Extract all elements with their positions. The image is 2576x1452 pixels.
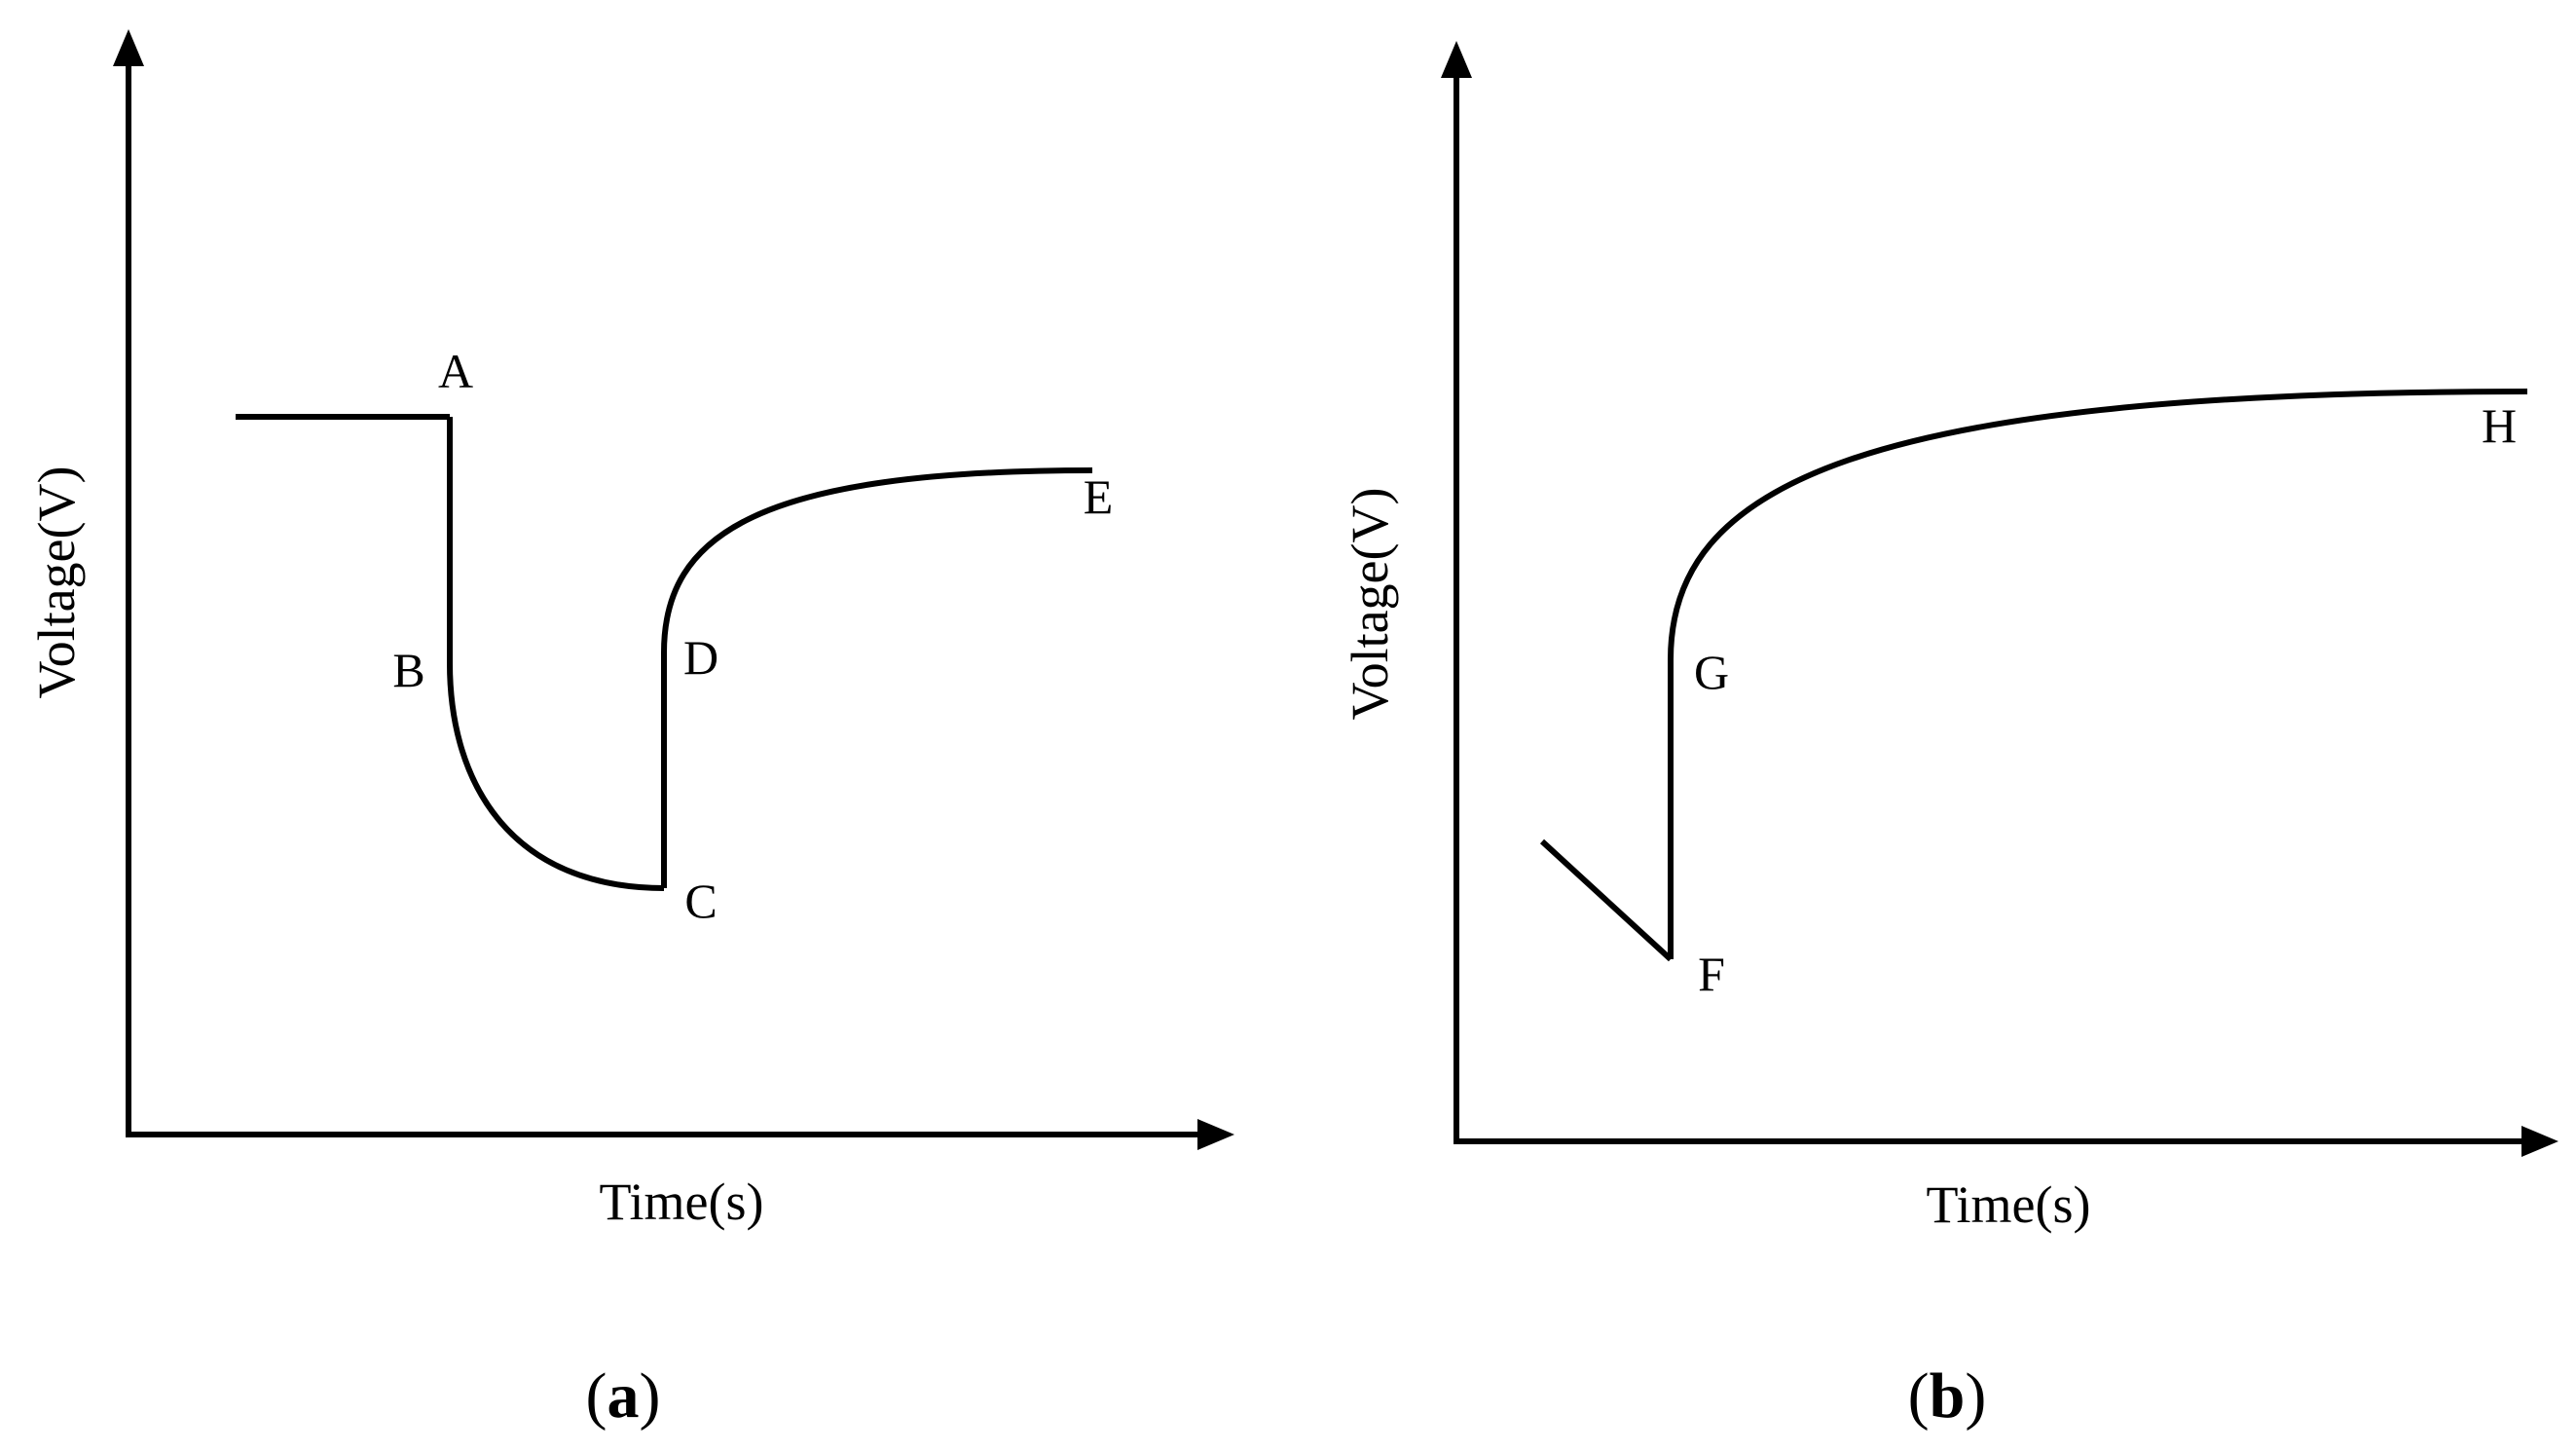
panel-a-plot-area: A B C D E: [236, 344, 1113, 928]
panel-a-point-label-e: E: [1084, 469, 1114, 524]
panel-b-y-axis-arrow: [1441, 41, 1472, 78]
panel-b-point-label-g: G: [1694, 645, 1729, 699]
panel-a-point-label-a: A: [438, 344, 473, 398]
panel-b-curve-segment-1: [1539, 838, 1674, 962]
panel-a-label: (a): [586, 1360, 661, 1432]
panel-a-curve-segment-5: [661, 467, 1093, 653]
panel-a: A B C D E Time(s) Voltage(V) (a): [27, 29, 1234, 1432]
panel-a-point-label-c: C: [684, 874, 717, 928]
panel-a-y-axis-arrow: [113, 29, 144, 66]
panel-b-curve-segment-3: [1668, 389, 2528, 660]
panel-a-point-label-d: D: [683, 630, 718, 685]
panel-b-y-axis-label: Voltage(V): [1341, 488, 1399, 721]
panel-a-x-axis-label: Time(s): [599, 1173, 763, 1231]
panel-b-x-axis-arrow: [2521, 1126, 2558, 1157]
panel-a-x-axis-arrow: [1197, 1119, 1234, 1150]
panel-b-x-axis-label: Time(s): [1926, 1175, 2090, 1234]
panel-a-point-label-b: B: [392, 643, 424, 697]
panel-b-plot-area: F G H: [1539, 389, 2528, 1001]
panel-b-point-label-f: F: [1698, 947, 1725, 1001]
panel-a-y-axis-label: Voltage(V): [27, 466, 86, 699]
panel-b: F G H Time(s) Voltage(V) (b): [1341, 41, 2558, 1432]
panel-a-label-letter: a: [607, 1360, 640, 1432]
panel-b-label: (b): [1908, 1360, 1987, 1432]
panel-b-label-letter: b: [1930, 1360, 1966, 1432]
panel-a-curve-segment-3: [447, 662, 665, 891]
panel-b-point-label-h: H: [2482, 398, 2517, 453]
